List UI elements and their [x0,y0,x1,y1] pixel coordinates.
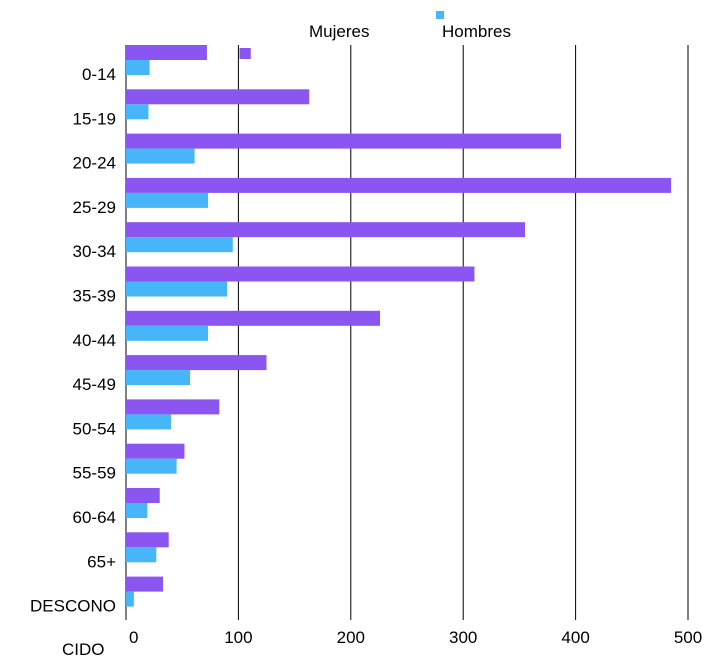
bar-hombres-10 [126,503,148,518]
bar-hombres-9 [126,458,177,474]
category-label-11: 65+ [87,552,116,571]
category-label-13: CIDO [62,640,105,657]
bar-hombres-7 [126,370,191,386]
bar-mujeres-11 [126,532,169,548]
category-label-7: 45-49 [73,375,116,394]
bar-mujeres-4 [126,222,526,238]
bar-mujeres-0 [126,45,207,60]
value-axis-labels: 0 100 200 300 400 500 [129,628,702,647]
bar-hombres-4 [126,237,233,253]
category-label-5: 35-39 [73,287,116,306]
bar-hombres-0 [126,60,150,75]
value-label-200: 200 [337,628,365,647]
gridlines [125,45,689,620]
bar-hombres-5 [126,281,228,297]
bar-mujeres-2 [126,133,561,149]
bar-mujeres-extra [239,48,251,59]
bar-mujeres-7 [126,355,267,371]
bar-hombres-3 [126,192,209,208]
legend-swatch-hombres [436,11,444,19]
bars [126,45,672,607]
value-label-500: 500 [674,628,702,647]
category-label-1: 15-19 [73,109,116,128]
bar-hombres-11 [126,547,157,563]
bar-hombres-2 [126,148,195,164]
bar-hombres-1 [126,104,149,120]
category-label-8: 50-54 [73,419,116,438]
category-label-9: 55-59 [73,464,116,483]
category-label-12: DESCONO [30,597,116,616]
category-label-10: 60-64 [73,508,116,527]
legend-label-hombres: Hombres [442,22,511,41]
bar-hombres-6 [126,325,209,341]
bar-mujeres-5 [126,266,475,282]
bar-hombres-8 [126,414,171,430]
value-label-0: 0 [129,628,138,647]
category-label-2: 20-24 [73,154,116,173]
bar-mujeres-12 [126,576,164,592]
bar-mujeres-6 [126,310,381,326]
legend: Mujeres Hombres [309,11,511,41]
bar-mujeres-1 [126,89,310,105]
category-label-3: 25-29 [73,198,116,217]
bar-hombres-12 [126,591,134,607]
value-label-400: 400 [561,628,589,647]
bar-mujeres-10 [126,488,160,503]
value-label-300: 300 [449,628,477,647]
category-label-0: 0-14 [82,65,116,84]
category-labels: 0-14 15-19 20-24 25-29 30-34 35-39 40-44 45-49 5… [30,65,116,657]
bar-mujeres-9 [126,443,185,459]
bar-mujeres-8 [126,399,220,415]
value-label-100: 100 [224,628,252,647]
legend-label-mujeres: Mujeres [309,22,369,41]
bar-mujeres-3 [126,177,672,193]
category-label-4: 30-34 [73,242,116,261]
category-label-6: 40-44 [73,331,116,350]
